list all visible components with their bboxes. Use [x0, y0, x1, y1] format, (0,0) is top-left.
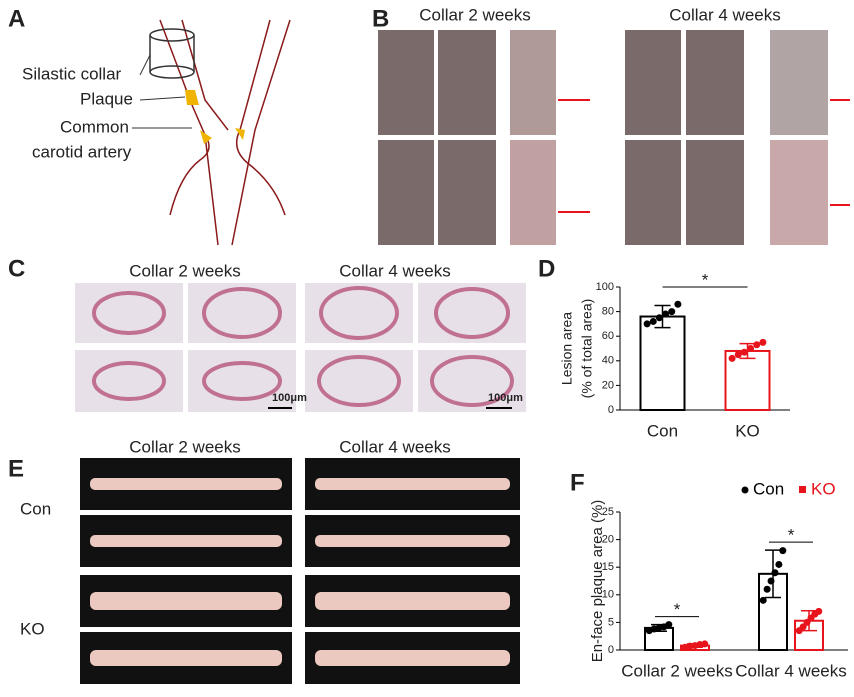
bar	[639, 315, 686, 411]
y-tick-label: 10	[602, 589, 614, 601]
diagram-label: carotid artery	[32, 142, 132, 161]
data-point	[665, 621, 673, 629]
legend-label: Con	[753, 479, 784, 498]
y-axis-label: En-face plaque area (%)	[589, 500, 606, 663]
data-point	[728, 354, 736, 362]
photo-title: Collar 4 weeks	[339, 261, 451, 280]
scale-bar-label: 100μm	[272, 392, 307, 404]
panel-label: A	[8, 5, 25, 32]
data-point	[759, 596, 767, 604]
data-point	[767, 577, 775, 585]
panel-label: D	[538, 255, 555, 282]
data-point	[747, 345, 755, 352]
annotation: *	[702, 270, 709, 289]
data-point	[753, 341, 761, 349]
photo-title: Collar 4 weeks	[339, 437, 451, 456]
x-tick-label: KO	[735, 421, 760, 440]
photo-title: Collar 2 weeks	[129, 261, 241, 280]
histology-grid	[75, 283, 526, 412]
data-point	[674, 300, 682, 308]
artery-diagram	[149, 19, 291, 246]
data-point	[759, 338, 767, 346]
x-tick-label: Con	[647, 421, 678, 440]
data-point	[815, 607, 823, 615]
y-tick-label: 40	[602, 355, 614, 367]
panel-label: B	[372, 5, 389, 32]
leader-lines	[132, 54, 192, 129]
photo-title: Collar 2 weeks	[129, 437, 241, 456]
data-point	[643, 320, 651, 328]
panel-label: E	[8, 455, 24, 482]
y-tick-label: 0	[608, 644, 614, 656]
annotation: *	[674, 600, 681, 619]
y-tick-label: 25	[602, 506, 614, 518]
photo-title: Collar 4 weeks	[669, 5, 781, 24]
diagram-label: Silastic collar	[22, 64, 122, 83]
scale-bar-label: 100μm	[488, 392, 523, 404]
y-tick-label: 0	[608, 404, 614, 416]
data-point	[775, 560, 783, 568]
legend-swatch	[799, 486, 806, 493]
y-tick-label: 20	[602, 534, 614, 546]
y-tick-label: 5	[608, 616, 614, 628]
diagram-label: Common	[60, 117, 129, 136]
row-label: Con	[20, 499, 51, 518]
y-axis-label: Lesion area	[559, 312, 575, 385]
photo-grid-b	[378, 30, 850, 245]
data-point	[662, 310, 670, 318]
y-tick-label: 20	[602, 379, 614, 391]
data-point	[701, 640, 709, 648]
legend-label: KO	[811, 479, 836, 498]
data-point	[649, 317, 657, 325]
data-point	[779, 547, 787, 555]
data-point	[655, 314, 663, 322]
y-tick-label: 100	[596, 281, 614, 293]
y-tick-label: 80	[602, 306, 614, 318]
data-point	[771, 569, 779, 577]
legend-swatch	[741, 486, 749, 494]
panel-label: F	[570, 469, 585, 496]
diagram-label: Plaque	[80, 89, 133, 108]
photo-title: Collar 2 weeks	[419, 5, 531, 24]
y-axis-label: (% of total area)	[579, 299, 595, 399]
enface-grid	[80, 458, 520, 684]
row-label: KO	[20, 619, 45, 638]
annotation: *	[788, 526, 795, 545]
x-tick-label: Collar 2 weeks	[621, 661, 733, 680]
y-tick-label: 15	[602, 561, 614, 573]
x-tick-label: Collar 4 weeks	[735, 661, 847, 680]
panel-label: C	[8, 255, 25, 282]
data-point	[668, 308, 676, 316]
data-point	[763, 585, 771, 593]
y-tick-label: 60	[602, 330, 614, 342]
data-point	[734, 351, 742, 359]
data-point	[740, 348, 748, 356]
